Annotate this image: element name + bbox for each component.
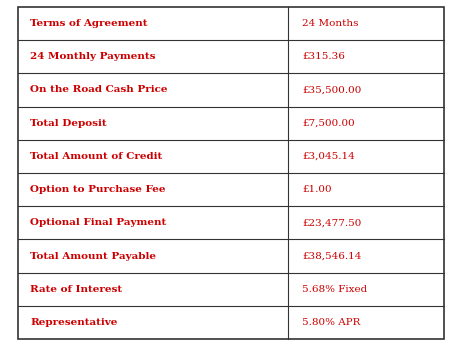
Text: Total Amount Payable: Total Amount Payable (30, 252, 156, 261)
Text: £3,045.14: £3,045.14 (302, 152, 355, 161)
Text: 5.80% APR: 5.80% APR (302, 318, 361, 327)
Text: Total Amount of Credit: Total Amount of Credit (30, 152, 162, 161)
Text: £1.00: £1.00 (302, 185, 332, 194)
Text: Rate of Interest: Rate of Interest (30, 285, 122, 294)
Text: Option to Purchase Fee: Option to Purchase Fee (30, 185, 165, 194)
Text: Optional Final Payment: Optional Final Payment (30, 218, 166, 227)
Text: 5.68% Fixed: 5.68% Fixed (302, 285, 367, 294)
Text: £23,477.50: £23,477.50 (302, 218, 362, 227)
Text: Terms of Agreement: Terms of Agreement (30, 19, 147, 28)
Text: Representative: Representative (30, 318, 117, 327)
Text: 24 Months: 24 Months (302, 19, 359, 28)
Text: £7,500.00: £7,500.00 (302, 119, 355, 128)
Text: 24 Monthly Payments: 24 Monthly Payments (30, 52, 156, 61)
Text: £315.36: £315.36 (302, 52, 345, 61)
Text: On the Road Cash Price: On the Road Cash Price (30, 85, 168, 94)
Text: £38,546.14: £38,546.14 (302, 252, 362, 261)
Text: Total Deposit: Total Deposit (30, 119, 107, 128)
Text: £35,500.00: £35,500.00 (302, 85, 362, 94)
